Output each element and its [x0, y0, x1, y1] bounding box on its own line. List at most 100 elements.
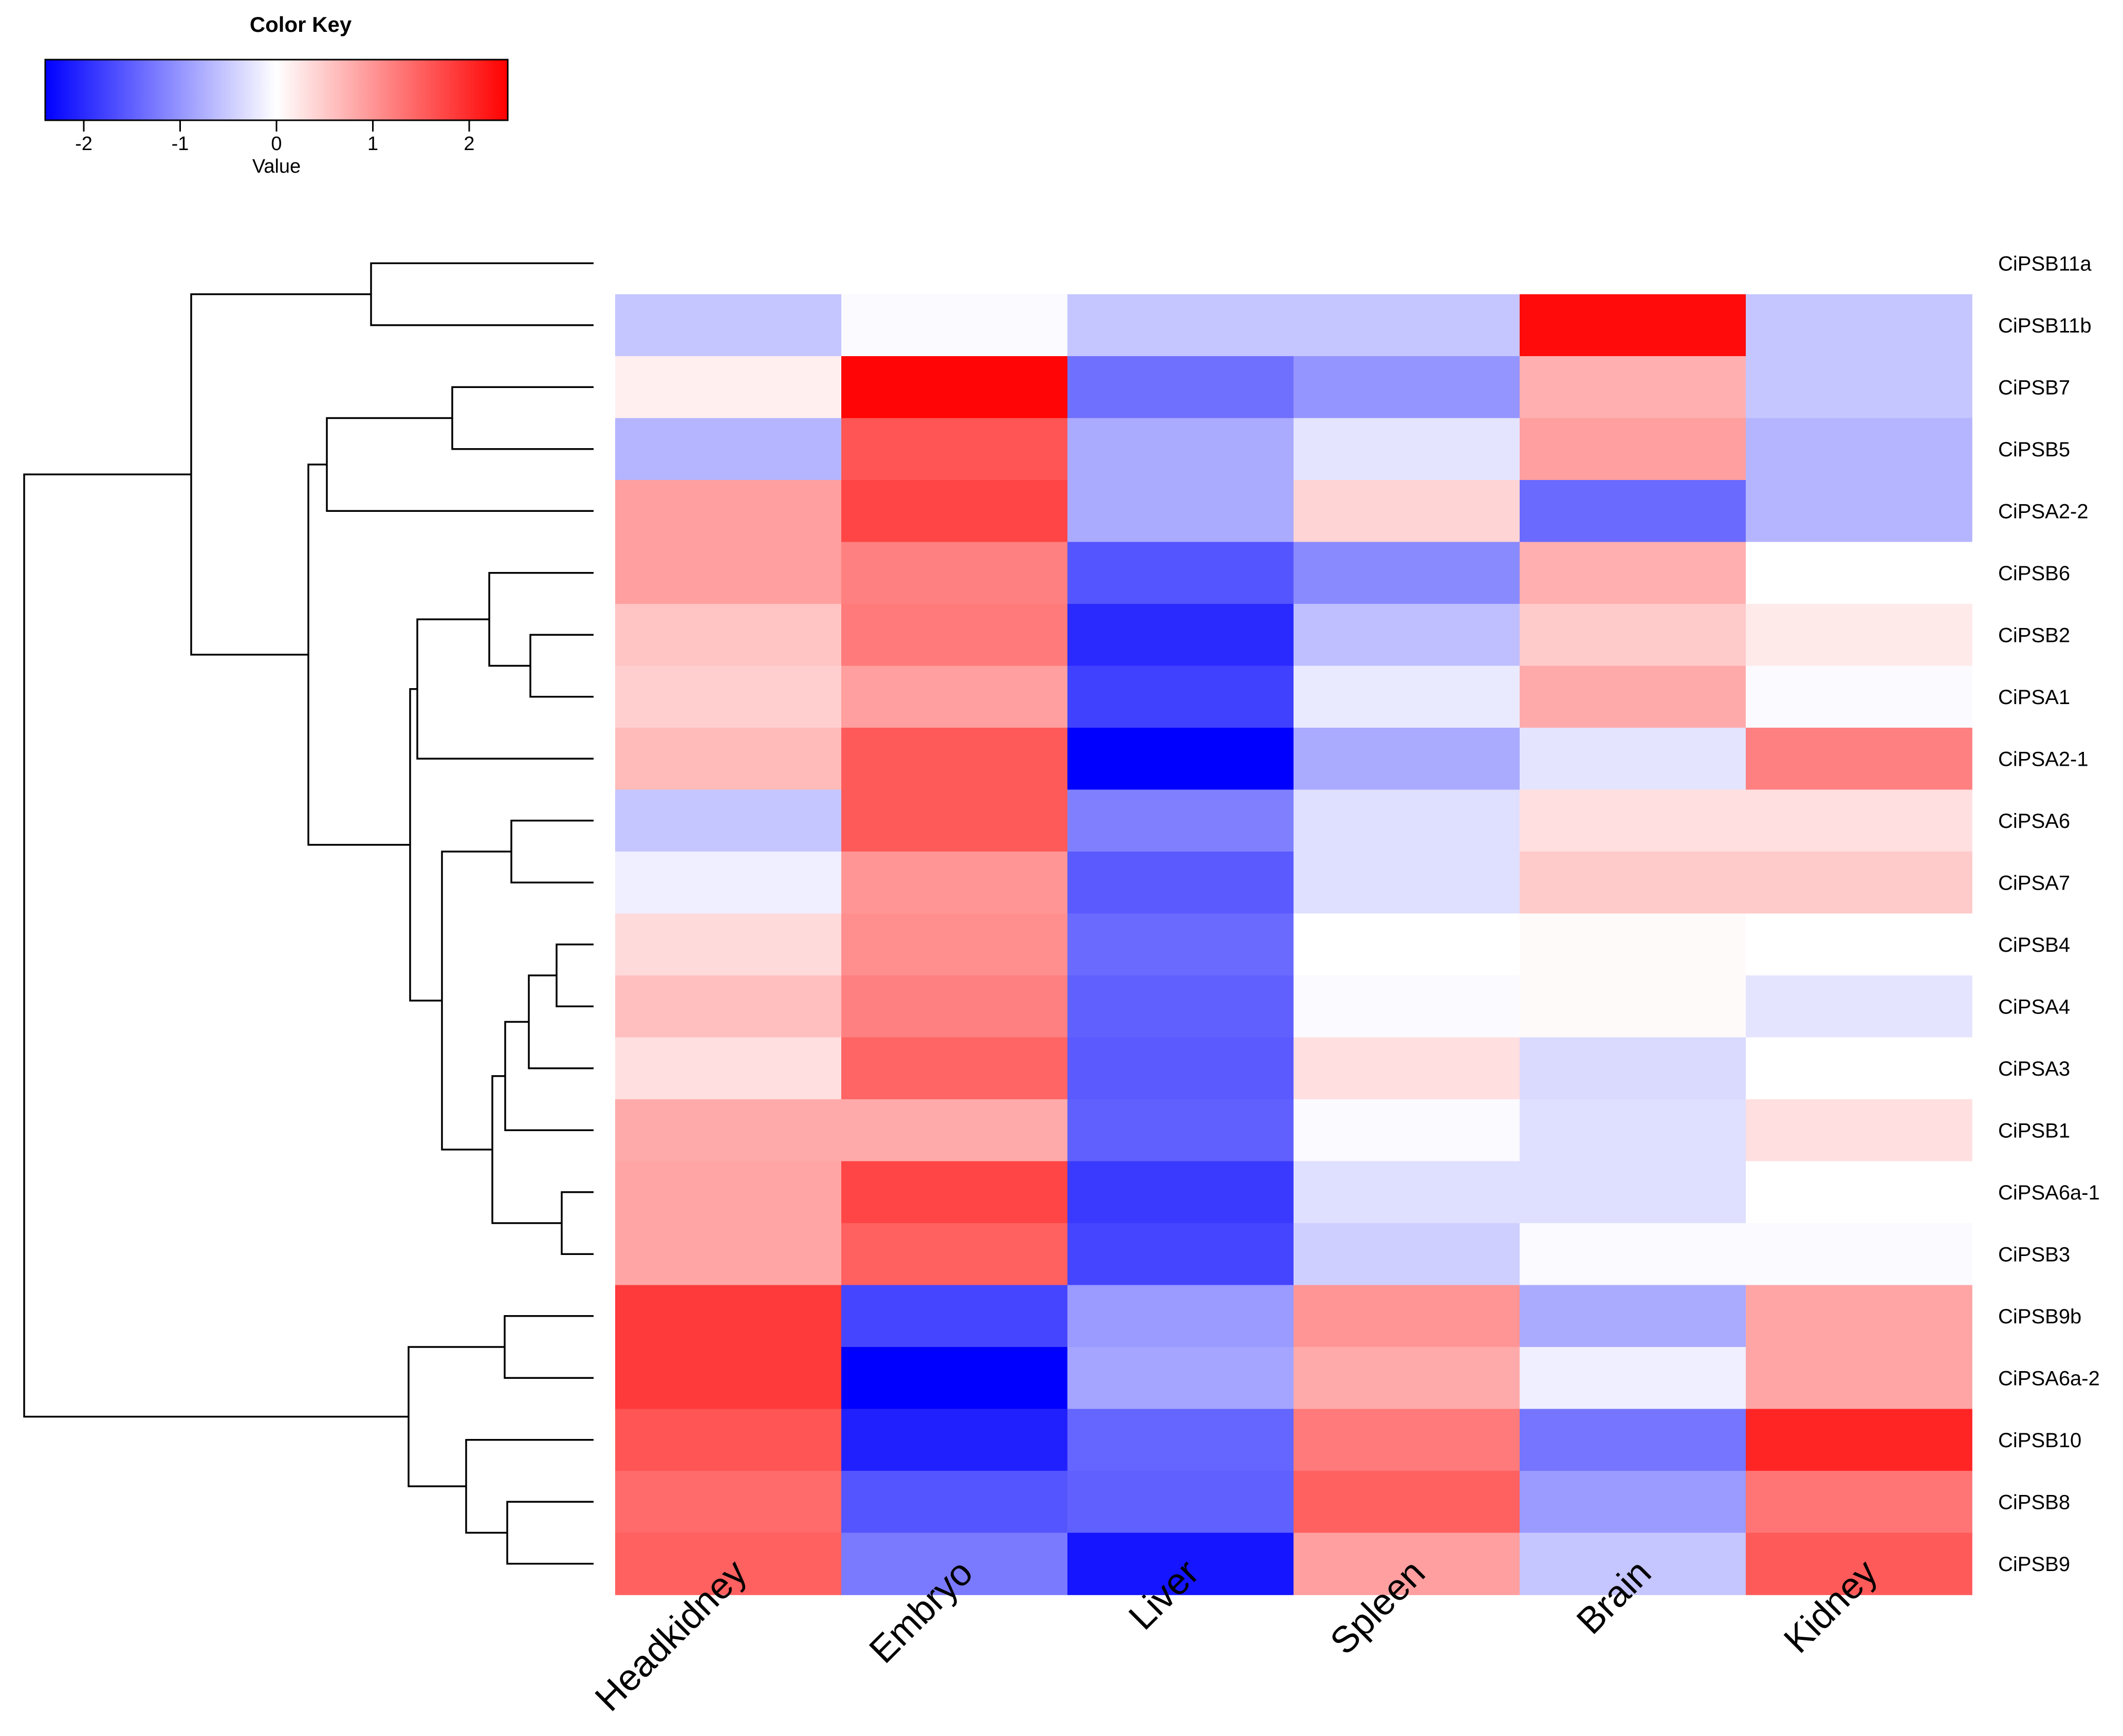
heatmap-cell	[1746, 1037, 1972, 1100]
heatmap-cell	[1520, 480, 1746, 543]
heatmap-cell	[1520, 356, 1746, 419]
heatmap-cell	[1746, 1161, 1972, 1224]
row-label: CiPSA1	[1998, 686, 2070, 709]
row-label: CiPSB10	[1998, 1429, 2081, 1452]
heatmap-cell	[1294, 913, 1520, 976]
heatmap-cell	[1294, 728, 1520, 790]
row-dendrogram	[23, 262, 594, 1565]
dendrogram-branch	[416, 618, 594, 760]
heatmap-cell	[1067, 294, 1294, 357]
heatmap-cell	[1746, 1532, 1972, 1595]
heatmap-cell	[1520, 604, 1746, 667]
heatmap-cell	[615, 789, 842, 852]
heatmap-cell	[615, 294, 842, 357]
heatmap-cell	[1746, 728, 1972, 790]
heatmap-cell	[615, 1037, 842, 1100]
heatmap-cell	[615, 728, 842, 790]
heatmap-cell	[1294, 1532, 1520, 1595]
heatmap-cell	[1520, 1223, 1746, 1286]
dendrogram-branch	[441, 851, 511, 1151]
heatmap-cell	[841, 1161, 1068, 1224]
heatmap-cell	[1520, 1471, 1746, 1534]
color-key-label: Value	[252, 156, 301, 177]
dendrogram-branch	[409, 688, 442, 1002]
heatmap-cell	[841, 1532, 1068, 1595]
heatmap-cell	[841, 913, 1068, 976]
heatmap-cell	[1294, 975, 1520, 1038]
heatmap-cell	[1746, 1409, 1972, 1471]
heatmap-cell	[1520, 852, 1746, 914]
heatmap-cell	[1294, 480, 1520, 543]
dendrogram-branch	[491, 1075, 562, 1224]
heatmap-cell	[1294, 789, 1520, 852]
heatmap-cell	[1067, 542, 1294, 604]
heatmap-cell	[841, 1471, 1068, 1534]
heatmap-cell	[841, 1347, 1068, 1410]
heatmap-cell	[1067, 1285, 1294, 1347]
heatmap-cell	[841, 728, 1068, 790]
heatmap-cell	[615, 356, 842, 419]
heatmap-cell	[1067, 789, 1294, 852]
heatmap-cell	[1294, 356, 1520, 419]
row-label: CiPSB4	[1998, 934, 2070, 956]
heatmap-cell	[1746, 1471, 1972, 1534]
heatmap-cell	[615, 1532, 842, 1595]
heatmap-cell	[1294, 1161, 1520, 1224]
heatmap-cell	[1067, 1347, 1294, 1410]
color-key-tick-label: -2	[75, 133, 93, 155]
heatmap-cell	[841, 975, 1068, 1038]
heatmap-cell	[841, 604, 1068, 667]
heatmap-cell	[1520, 1409, 1746, 1471]
heatmap-cell	[615, 480, 842, 543]
heatmap-cell	[615, 1099, 842, 1162]
row-label: CiPSA6a-2	[1998, 1367, 2100, 1390]
heatmap-cell	[1746, 666, 1972, 728]
heatmap-cell	[615, 975, 842, 1038]
heatmap-cell	[1746, 852, 1972, 914]
row-label: CiPSB1	[1998, 1119, 2070, 1142]
heatmap-cell	[1067, 1223, 1294, 1286]
heatmap-cell	[615, 542, 842, 604]
heatmap-cell	[1067, 418, 1294, 481]
heatmap-cell	[615, 913, 842, 976]
heatmap-cell	[615, 1285, 842, 1347]
color-key-tick-label: 0	[271, 133, 282, 155]
heatmap-cell	[1746, 294, 1972, 357]
heatmap-cell	[1746, 789, 1972, 852]
row-label: CiPSB3	[1998, 1243, 2070, 1266]
heatmap-cell	[1520, 728, 1746, 790]
heatmap-cell	[615, 1161, 842, 1224]
heatmap-cell	[1067, 852, 1294, 914]
color-key-title: Color Key	[250, 12, 352, 36]
heatmap-cell	[1746, 418, 1972, 481]
dendrogram-branch	[488, 572, 594, 667]
heatmap-cell	[1067, 1037, 1294, 1100]
row-label: CiPSB8	[1998, 1491, 2070, 1513]
heatmap-cell	[841, 1409, 1068, 1471]
row-label: CiPSB9b	[1998, 1305, 2081, 1328]
heatmap-cell	[841, 666, 1068, 728]
color-key-bar	[44, 59, 509, 121]
dendrogram-branch	[506, 1501, 594, 1565]
row-label: CiPSB9	[1998, 1553, 2070, 1576]
heatmap-cell	[615, 1471, 842, 1534]
heatmap-cell	[1294, 1347, 1520, 1410]
heatmap-cell	[1294, 1285, 1520, 1347]
row-label: CiPSA3	[1998, 1058, 2070, 1080]
heatmap-cell	[1520, 666, 1746, 728]
heatmap-cell	[1294, 1037, 1520, 1100]
dendrogram-branch	[510, 820, 594, 883]
dendrogram-branch	[504, 1021, 594, 1131]
heatmap-cell	[1746, 1285, 1972, 1347]
heatmap-cell	[615, 666, 842, 728]
color-key-tick-label: 2	[464, 133, 474, 155]
row-label: CiPSA6	[1998, 810, 2070, 833]
dendrogram-branch	[408, 1346, 505, 1487]
row-label: CiPSA2-2	[1998, 500, 2089, 523]
heatmap-cell	[1067, 1409, 1294, 1471]
heatmap-cell	[1294, 418, 1520, 481]
color-key: Color Key -2 -1 0 1 2 Value	[44, 12, 509, 177]
heatmap-cell	[841, 789, 1068, 852]
dendrogram-branch	[465, 1439, 594, 1534]
heatmap-cell	[1067, 913, 1294, 976]
